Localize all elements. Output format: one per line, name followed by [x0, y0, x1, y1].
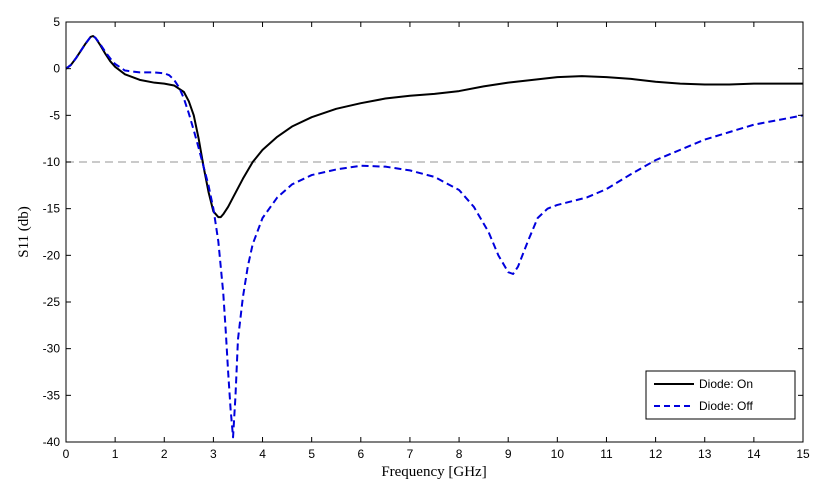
x-tick-label: 6	[357, 447, 364, 461]
x-tick-label: 11	[600, 447, 613, 461]
x-axis-label: Frequency [GHz]	[381, 464, 486, 480]
x-tick-label: 10	[551, 447, 565, 461]
y-tick-label: -10	[43, 155, 61, 169]
x-tick-label: 2	[161, 447, 168, 461]
y-axis-label: S11 (db)	[16, 206, 32, 258]
y-tick-label: -30	[43, 342, 61, 356]
x-tick-label: 3	[210, 447, 217, 461]
y-tick-label: -35	[43, 388, 61, 402]
legend-label-diode-off: Diode: Off	[699, 399, 753, 413]
legend-box	[645, 370, 796, 420]
y-tick-label: 5	[53, 15, 60, 29]
x-tick-label: 15	[796, 447, 810, 461]
series-line-diode-on	[65, 35, 803, 219]
ticks-layer: 0 1 2 3 4 5 6 7 8 9 10 11 12 13 14 1550-5-10-15-20-25-3…	[43, 15, 810, 461]
legend: Diode: On Diode: Off	[645, 370, 796, 420]
series-layer	[65, 35, 804, 439]
y-tick-label: -15	[43, 202, 61, 216]
x-tick-label: 9	[505, 447, 512, 461]
x-tick-label: 4	[259, 447, 266, 461]
y-tick-label: -5	[49, 108, 60, 122]
y-tick-label: -25	[43, 295, 61, 309]
y-tick-label: 0	[53, 62, 60, 76]
y-tick-label: -40	[43, 435, 61, 449]
x-tick-label: 12	[649, 447, 663, 461]
x-tick-label: 14	[747, 447, 761, 461]
legend-label-diode-on: Diode: On	[699, 377, 753, 391]
x-tick-label: 5	[308, 447, 315, 461]
x-tick-label: 7	[407, 447, 414, 461]
x-tick-label: 0	[63, 447, 70, 461]
x-tick-label: 8	[456, 447, 463, 461]
x-tick-label: 13	[698, 447, 712, 461]
series-line-diode-off	[65, 35, 804, 439]
y-tick-label: -20	[43, 248, 61, 262]
plot-frame	[65, 21, 804, 443]
x-tick-label: 1	[112, 447, 119, 461]
